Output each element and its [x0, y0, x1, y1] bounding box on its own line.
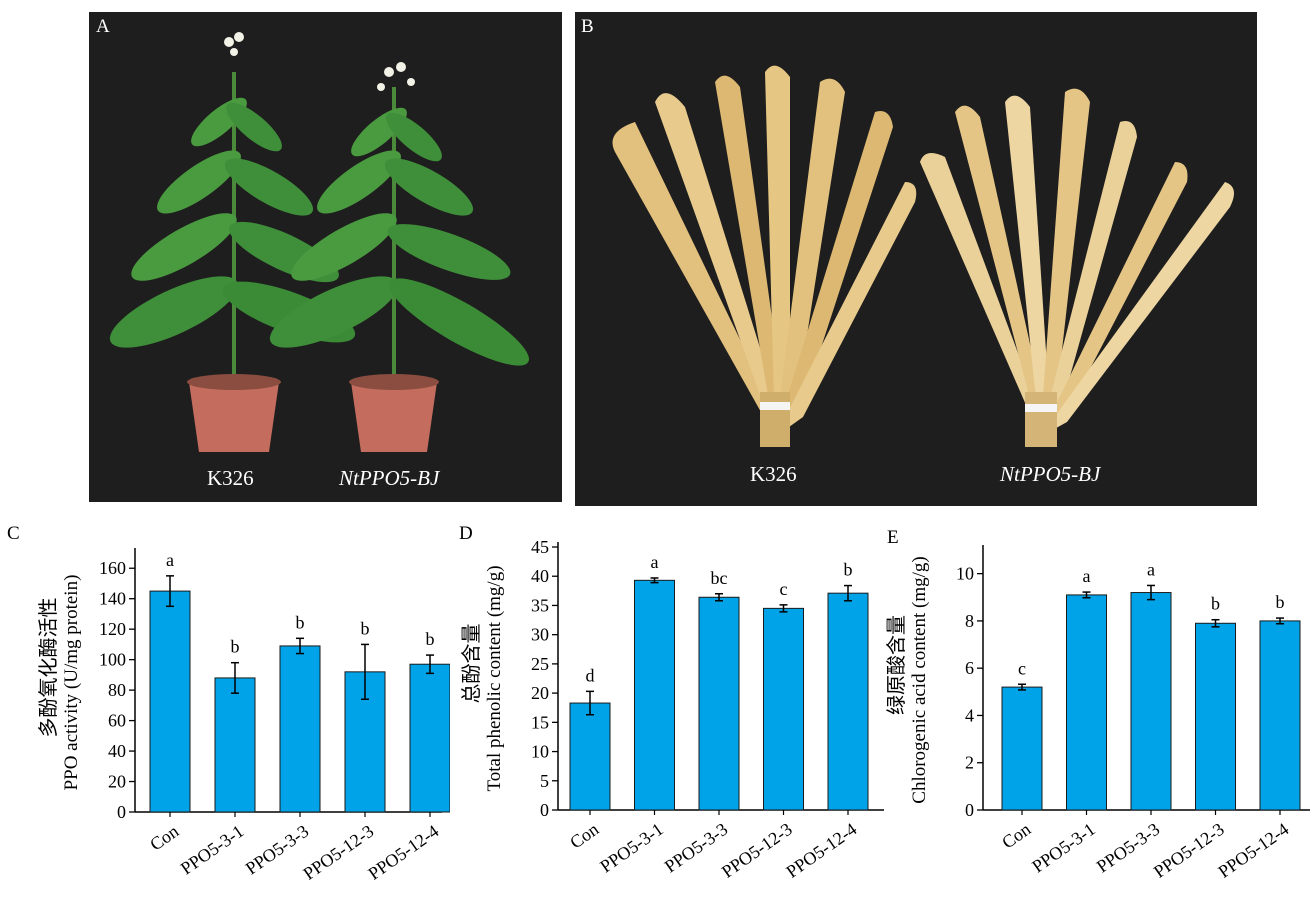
significance-letter: c — [780, 579, 788, 599]
y-tick-label: 2 — [965, 753, 974, 773]
y-tick-label: 6 — [965, 658, 974, 678]
significance-letter: b — [844, 560, 853, 580]
y-tick-label: 120 — [99, 619, 126, 639]
y-tick-label: 20 — [531, 683, 549, 703]
significance-letter: a — [1083, 566, 1091, 586]
y-axis-title: Chlorogenic acid content (mg/g) — [909, 556, 930, 803]
y-tick-label: 60 — [108, 711, 126, 731]
plants-illustration — [109, 32, 529, 452]
y-tick-label: 0 — [540, 800, 549, 820]
bar — [279, 645, 321, 813]
significance-letter: a — [166, 550, 174, 570]
panel-label-b: B — [581, 16, 594, 37]
x-tick-label: Con — [146, 821, 182, 855]
panel-label-d: D — [459, 523, 473, 544]
y-axis-title: Total phenolic content (mg/g) — [484, 565, 505, 791]
photo-label-ntppo5: NtPPO5-BJ — [339, 466, 440, 490]
leaf-bundle-ntppo5 — [920, 88, 1234, 447]
y-tick-label: 80 — [108, 680, 126, 700]
y-tick-label: 40 — [531, 566, 549, 586]
bar — [149, 590, 191, 813]
x-tick-label: Con — [566, 819, 602, 853]
panel-label-e: E — [887, 527, 899, 548]
y-axis-title-cn: 绿原酸含量 — [885, 615, 908, 715]
y-axis-title-cn: 多酚氧化酶活性 — [37, 598, 60, 738]
x-tick-label: PPO5-3-1 — [596, 819, 666, 877]
bar — [1001, 686, 1043, 811]
y-tick-label: 20 — [108, 772, 126, 792]
x-tick-label: PPO5-3-1 — [1028, 819, 1098, 877]
significance-letter: b — [231, 637, 240, 657]
significance-letter: b — [296, 612, 305, 632]
y-tick-label: 10 — [531, 742, 549, 762]
significance-letter: c — [1018, 658, 1026, 678]
significance-letter: b — [361, 618, 370, 638]
plant-k326 — [109, 32, 356, 452]
significance-letter: b — [426, 629, 435, 649]
y-tick-label: 4 — [965, 705, 974, 725]
bar — [763, 607, 804, 811]
photo-panel-plants: A K326 NtPPO5-BJ — [89, 12, 562, 502]
leaf-bundle-k326 — [612, 65, 917, 447]
significance-letter: bc — [711, 568, 728, 588]
y-tick-label: 160 — [99, 558, 126, 578]
x-tick-label: PPO5-12-4 — [782, 819, 860, 882]
y-tick-label: 30 — [531, 625, 549, 645]
significance-letter: b — [1211, 594, 1220, 614]
y-tick-label: 8 — [965, 611, 974, 631]
x-tick-label: PPO5-12-4 — [364, 821, 442, 884]
photo-label-ntppo5: NtPPO5-BJ — [1000, 462, 1101, 486]
bar — [634, 579, 675, 811]
significance-letter: a — [651, 552, 659, 572]
panel-label-a: A — [96, 16, 110, 37]
bar — [698, 596, 740, 811]
panel-label-c: C — [7, 523, 20, 544]
photo-panel-cured-leaves: B K326 NtPPO5-BJ — [575, 12, 1257, 506]
photo-label-k326: K326 — [207, 466, 254, 490]
y-tick-label: 100 — [99, 650, 126, 670]
bar — [409, 663, 450, 813]
y-tick-label: 15 — [531, 712, 549, 732]
bar — [214, 677, 256, 813]
chart-total-phenolic: 051015202530354045dConaPPO5-3-1bcPPO5-3-… — [460, 537, 884, 882]
x-tick-label: Con — [998, 819, 1034, 853]
y-axis-title: PPO activity (U/mg protein) — [61, 575, 82, 791]
y-tick-label: 45 — [531, 537, 549, 557]
x-tick-label: PPO5-12-3 — [718, 819, 796, 882]
y-tick-label: 140 — [99, 589, 126, 609]
cured-leaves-illustration — [612, 65, 1234, 447]
y-tick-label: 0 — [965, 800, 974, 820]
bar — [827, 592, 869, 811]
bar — [569, 702, 611, 811]
significance-letter: a — [1147, 559, 1155, 579]
y-tick-label: 0 — [117, 802, 126, 822]
chart-chlorogenic-acid: 0246810cConaPPO5-3-1aPPO5-3-3bPPO5-12-3b… — [885, 545, 1310, 882]
significance-letter: b — [1276, 592, 1285, 612]
x-tick-label: PPO5-12-4 — [1214, 819, 1292, 882]
x-tick-label: PPO5-12-3 — [1150, 819, 1228, 882]
bar — [1130, 592, 1172, 811]
significance-letter: d — [586, 665, 595, 685]
y-tick-label: 40 — [108, 741, 126, 761]
chart-ppo-activity: 0 20 40 60 80 100 120 140 160 a Con b PPO5-3-1 b PPO5-… — [37, 548, 450, 884]
photo-label-k326: K326 — [750, 462, 797, 486]
y-tick-label: 5 — [540, 771, 549, 791]
y-tick-label: 35 — [531, 595, 549, 615]
bar — [1066, 594, 1107, 811]
plant-ntppo5 — [269, 62, 529, 452]
bar — [1259, 620, 1301, 811]
y-tick-label: 10 — [956, 564, 974, 584]
y-axis-title-cn: 总酚含量 — [460, 624, 483, 704]
x-tick-label: PPO5-3-1 — [177, 821, 247, 879]
bar — [1195, 622, 1236, 811]
x-tick-label: PPO5-12-3 — [299, 821, 377, 884]
y-tick-label: 25 — [531, 654, 549, 674]
